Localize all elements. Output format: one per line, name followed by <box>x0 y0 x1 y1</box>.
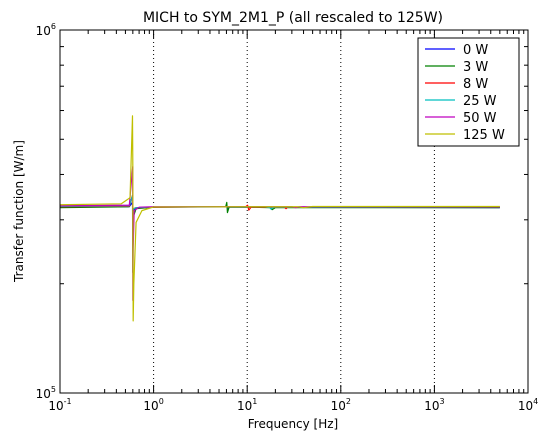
legend-entry: 50 W <box>425 111 497 126</box>
x-tick-label: 103 <box>424 397 444 413</box>
legend-entry: 8 W <box>425 77 488 92</box>
legend-label: 125 W <box>463 128 505 143</box>
series-lines <box>60 115 500 322</box>
x-tick-label: 100 <box>143 397 163 413</box>
y-tick-label: 106 <box>36 22 56 38</box>
legend-label: 25 W <box>463 94 497 109</box>
legend-box <box>417 37 520 147</box>
legend: 0 W 3 W 8 W 25 W 50 W 125 W <box>417 37 520 147</box>
x-axis-label: Frequency [Hz] <box>248 417 339 431</box>
chart-title: MICH to SYM_2M1_P (all rescaled to 125W) <box>143 10 443 26</box>
y-tick-labels: 105 106 <box>36 22 56 401</box>
legend-label: 8 W <box>463 77 488 92</box>
x-tick-label: 102 <box>331 397 351 413</box>
y-axis-label: Transfer function [W/m] <box>12 140 26 283</box>
legend-entry: 0 W <box>425 43 488 58</box>
legend-label: 50 W <box>463 111 497 126</box>
legend-label: 0 W <box>463 43 488 58</box>
x-tick-label: 104 <box>518 397 538 413</box>
series-line-50-w <box>60 166 500 301</box>
legend-entry: 25 W <box>425 94 497 109</box>
series-line-125-w <box>60 115 500 322</box>
legend-entry: 125 W <box>425 128 505 143</box>
legend-entry: 3 W <box>425 60 488 75</box>
legend-label: 3 W <box>463 60 488 75</box>
x-tick-label: 101 <box>237 397 257 413</box>
x-tick-labels: 10-1 100 101 102 103 104 <box>48 397 538 413</box>
y-tick-label: 105 <box>36 385 56 401</box>
legend-entries: 0 W 3 W 8 W 25 W 50 W 125 W <box>425 43 505 143</box>
x-tick-label: 10-1 <box>48 397 71 413</box>
plot-frame <box>59 29 529 394</box>
